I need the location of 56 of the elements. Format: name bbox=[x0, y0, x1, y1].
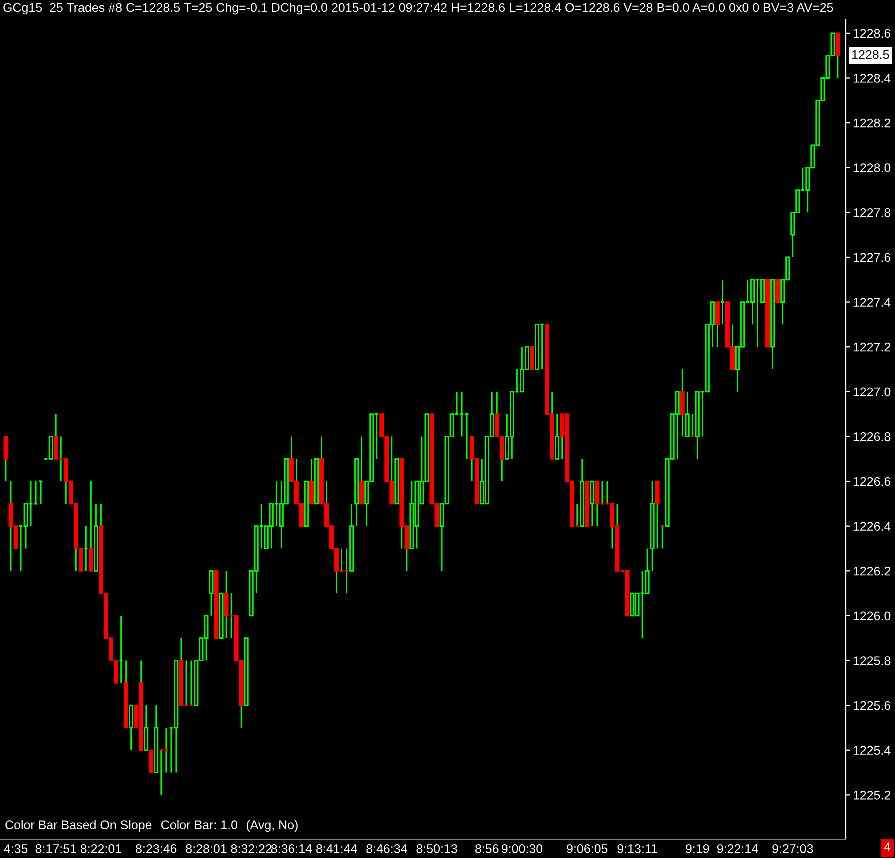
annotation: (Avg, No) bbox=[246, 820, 298, 832]
candlestick bbox=[555, 414, 560, 460]
x-tick-label: 8:56 bbox=[476, 844, 499, 854]
candlestick bbox=[149, 750, 154, 774]
y-tick-label: 1227.6 bbox=[854, 253, 891, 262]
x-tick-label: 9:00:30 bbox=[502, 844, 543, 854]
candlestick bbox=[129, 704, 134, 752]
x-tick-label: 8:23:46 bbox=[136, 844, 177, 854]
x-tick-label: 9:06:05 bbox=[567, 844, 608, 854]
y-tick-label: 1225.2 bbox=[854, 790, 891, 800]
y-tick-label: 1226.6 bbox=[854, 477, 891, 486]
candlestick bbox=[34, 480, 38, 505]
candlestick bbox=[24, 503, 28, 550]
candlestick bbox=[776, 279, 780, 303]
text: 4 bbox=[884, 842, 891, 852]
x-tick-label: 8:50:13 bbox=[416, 844, 458, 854]
y-tick-label: 1227.8 bbox=[854, 208, 891, 218]
y-tick-label: 1225.4 bbox=[854, 746, 891, 756]
y-tick-label: 1226.2 bbox=[854, 566, 891, 576]
y-tick-label: 1225.6 bbox=[854, 701, 891, 710]
candlestick bbox=[38, 480, 44, 505]
annotation: Color Bar Based On Slope bbox=[6, 820, 152, 832]
candlestick bbox=[209, 570, 214, 617]
chart-title: GCg15 25 Trades #8 C=1228.5 T=25 Chg=-0.1 DChg=0.0 2015-01-12 09:27:42 H=1228.6 L=1228.4 O=1228.6 V=28 B=0.0 A=0.0 0x0 0 BV=3 AV=25 bbox=[4, 3, 834, 15]
x-tick-label: 9:22:14 bbox=[717, 844, 758, 854]
y-tick-label: 1226.8 bbox=[854, 432, 891, 442]
candlestick bbox=[48, 436, 54, 460]
x-tick-label: 8:17:51 bbox=[36, 844, 76, 854]
y-tick-label: 1226.0 bbox=[854, 612, 891, 621]
y-tick-label: 1228.6 bbox=[854, 29, 891, 38]
candlestick bbox=[144, 704, 149, 752]
x-tick-label: 8:22:01 bbox=[80, 844, 122, 854]
y-tick-label: 1228.2 bbox=[854, 118, 891, 128]
candlestick bbox=[4, 436, 8, 482]
text: 1228.5 bbox=[852, 50, 890, 60]
y-tick-label: 1228.4 bbox=[854, 74, 891, 83]
x-tick-label: 9:27:03 bbox=[772, 844, 814, 854]
x-tick-label: 8:36:14 bbox=[271, 844, 312, 854]
y-tick-label: 1227.4 bbox=[854, 298, 891, 307]
x-tick-label: 8:32:22 bbox=[231, 844, 272, 854]
y-tick-label: 1227.2 bbox=[854, 342, 891, 352]
annotation: Color Bar: 1.0 bbox=[162, 820, 238, 830]
y-tick-label: 1227.0 bbox=[854, 388, 891, 397]
x-tick-label: 9:19 bbox=[686, 844, 710, 854]
x-tick-label: 8:28:01 bbox=[186, 844, 227, 854]
y-tick-label: 1228.0 bbox=[854, 164, 891, 173]
x-tick-label: 4:35 bbox=[4, 844, 28, 854]
x-tick-label: 8:46:34 bbox=[366, 844, 408, 854]
x-tick-label: 8:41:44 bbox=[316, 844, 358, 854]
x-tick-label: 9:13:11 bbox=[618, 844, 658, 854]
candlestick bbox=[590, 480, 595, 528]
candlestick bbox=[685, 391, 690, 438]
y-tick-label: 1225.8 bbox=[854, 656, 891, 666]
y-tick-label: 1226.4 bbox=[854, 522, 891, 531]
candlestick bbox=[530, 346, 535, 370]
candlestick bbox=[645, 548, 650, 594]
